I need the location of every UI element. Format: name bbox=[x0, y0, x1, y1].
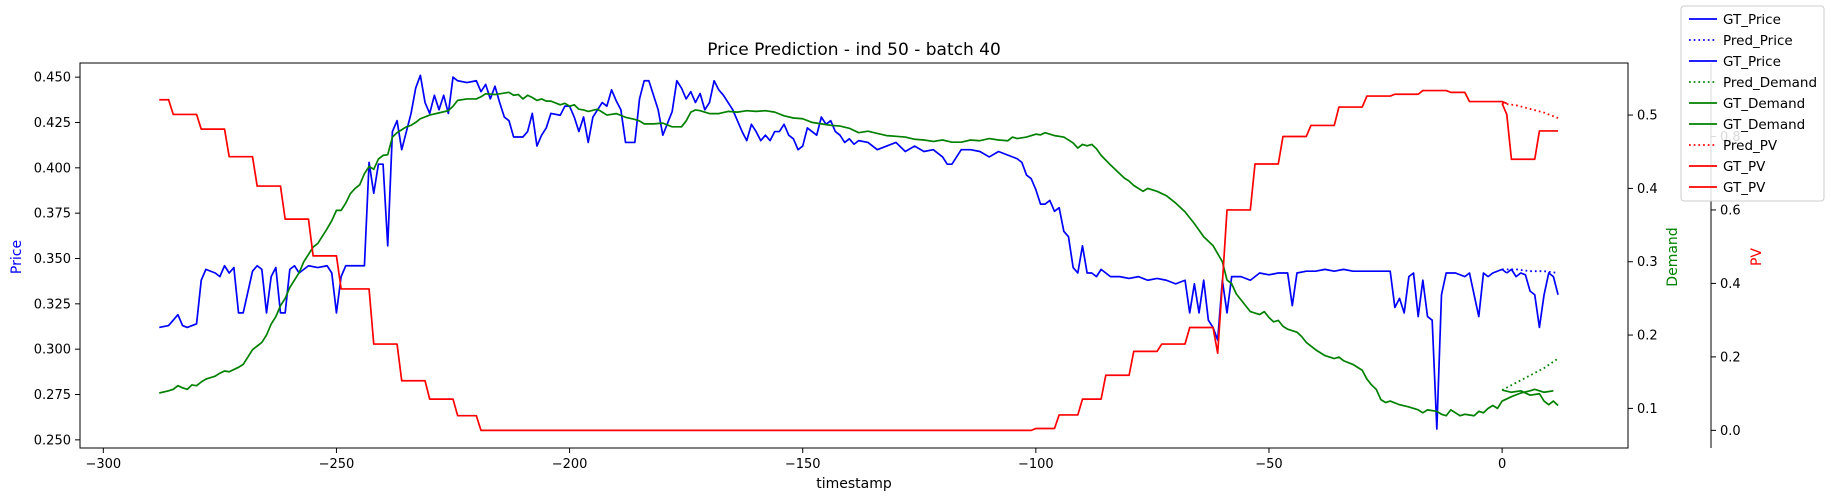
price-tick-label: 0.400 bbox=[34, 161, 71, 176]
pv-axis-title: PV bbox=[1749, 248, 1765, 266]
price-tick-label: 0.300 bbox=[34, 343, 71, 358]
legend-label: GT_Price bbox=[1723, 54, 1781, 70]
legend-label: Pred_Price bbox=[1723, 33, 1793, 49]
price-tick-label: 0.250 bbox=[34, 433, 71, 448]
price-tick-label: 0.450 bbox=[34, 71, 71, 86]
price-tick-label: 0.325 bbox=[34, 297, 71, 312]
series-line-gt-price bbox=[159, 74, 1508, 430]
x-axis-title: timestamp bbox=[816, 476, 892, 492]
legend-label: GT_Price bbox=[1723, 12, 1781, 28]
price-axis: 0.250 0.275 0.300 0.325 0.350 0.375 0.400 0.425… bbox=[34, 71, 80, 448]
series-line-gt-demand bbox=[1501, 389, 1559, 407]
demand-tick-label: 0.2 bbox=[1637, 329, 1658, 344]
x-tick-label: −50 bbox=[1255, 457, 1282, 472]
pv-tick-label: 0.6 bbox=[1720, 203, 1741, 218]
pv-tick-label: 0.2 bbox=[1720, 350, 1741, 365]
legend-label: GT_PV bbox=[1723, 180, 1766, 196]
series-line-gt-pv bbox=[159, 89, 1508, 432]
legend-label: GT_Demand bbox=[1723, 117, 1805, 133]
price-tick-label: 0.275 bbox=[34, 388, 71, 403]
legend-label: GT_Demand bbox=[1723, 96, 1805, 112]
series-line-gt-price bbox=[1506, 268, 1559, 329]
x-tick-label: −250 bbox=[319, 457, 355, 472]
price-tick-label: 0.375 bbox=[34, 207, 71, 222]
demand-tick-label: 0.5 bbox=[1637, 109, 1658, 124]
legend-label: Pred_PV bbox=[1723, 138, 1778, 154]
series-line-pred-demand bbox=[1501, 357, 1559, 391]
x-tick-label: −300 bbox=[85, 457, 121, 472]
x-tick-label: 0 bbox=[1498, 457, 1506, 472]
x-axis: −300 −250 −200 −150 −100 −50 0 bbox=[85, 448, 1506, 472]
demand-tick-label: 0.1 bbox=[1637, 402, 1658, 417]
pv-tick-label: 0.4 bbox=[1720, 277, 1741, 292]
pv-tick-label: 0.0 bbox=[1720, 424, 1741, 439]
x-tick-label: −150 bbox=[785, 457, 821, 472]
price-tick-label: 0.350 bbox=[34, 252, 71, 267]
plot-frame bbox=[79, 62, 1629, 449]
price-tick-label: 0.425 bbox=[34, 116, 71, 131]
series-line-gt-demand bbox=[159, 91, 1554, 417]
chart-title: Price Prediction - ind 50 - batch 40 bbox=[707, 40, 1001, 60]
x-tick-label: −100 bbox=[1018, 457, 1054, 472]
demand-tick-label: 0.4 bbox=[1637, 182, 1658, 197]
demand-axis-title: Demand bbox=[1665, 227, 1681, 286]
demand-tick-label: 0.3 bbox=[1637, 255, 1658, 270]
x-tick-label: −200 bbox=[552, 457, 588, 472]
legend-label: Pred_Demand bbox=[1723, 75, 1817, 91]
series-line-pred-pv bbox=[1501, 102, 1559, 119]
price-axis-title: Price bbox=[9, 240, 25, 274]
demand-axis: 0.1 0.2 0.3 0.4 0.5 bbox=[1628, 109, 1658, 417]
legend: GT_Price Pred_Price GT_Price Pred_Demand GT_… bbox=[1680, 5, 1825, 202]
series-line-gt-pv bbox=[1501, 103, 1559, 161]
legend-label: GT_PV bbox=[1723, 159, 1766, 175]
legend-box bbox=[1680, 5, 1825, 202]
plot-area bbox=[79, 62, 1629, 449]
